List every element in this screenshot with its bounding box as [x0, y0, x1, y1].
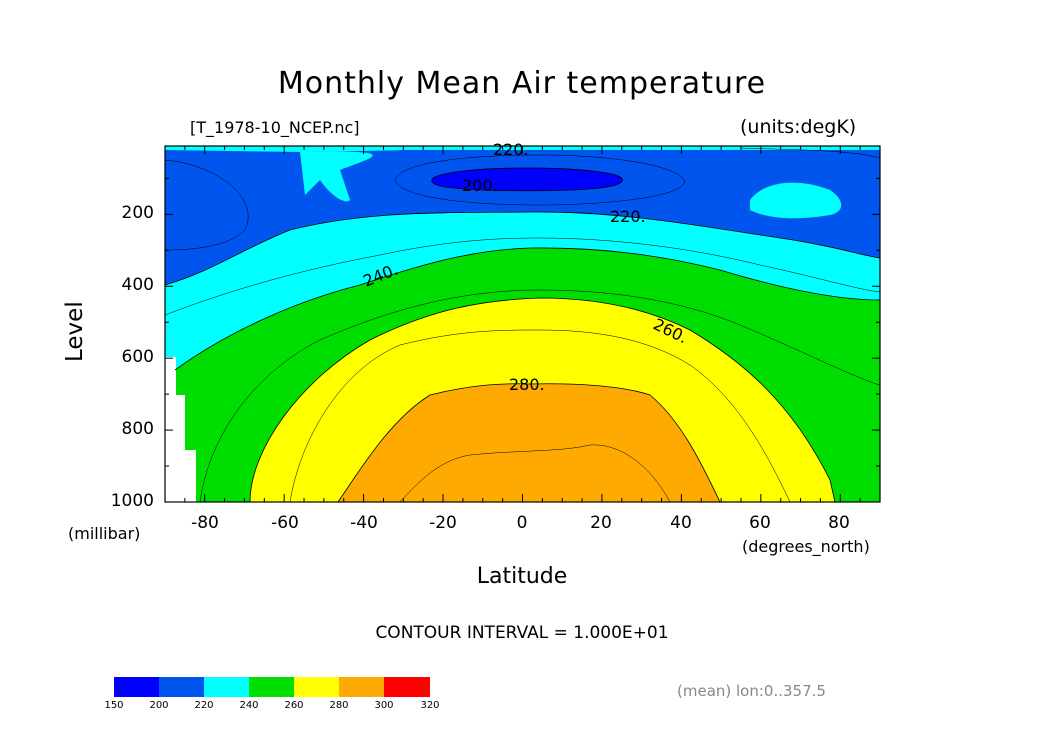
missing-data-2 [176, 395, 185, 502]
file-label: [T_1978-10_NCEP.nc] [190, 118, 360, 137]
contour-line [164, 159, 249, 251]
contour-line [399, 444, 671, 503]
contour-line [164, 237, 881, 316]
colorbar-swatch [159, 677, 204, 697]
x-axis-units: (degrees_north) [742, 537, 870, 556]
y-tick-label: 800 [121, 419, 154, 439]
chart-title: Monthly Mean Air temperature [277, 66, 767, 101]
contour-line [394, 154, 686, 206]
contour-label: 280. [509, 375, 545, 394]
x-tick-label: -80 [191, 513, 219, 533]
x-tick-label: -60 [271, 513, 299, 533]
band-280-300 [338, 383, 720, 502]
x-tick-label: -20 [429, 513, 457, 533]
band-below-200 [431, 167, 623, 191]
colorbar-label: 150 [104, 700, 124, 711]
band-220-240-rightblob [750, 182, 842, 219]
contour-label: 220. [493, 140, 529, 159]
contour-line [199, 289, 881, 503]
contour-line [249, 297, 836, 503]
y-tick-label: 600 [121, 347, 154, 367]
x-tick-label: 60 [749, 513, 771, 533]
missing-data-3 [185, 450, 196, 502]
y-axis-units: (millibar) [68, 524, 141, 543]
band-220-240-topleft [165, 146, 880, 202]
contour-label: 200. [462, 176, 498, 195]
y-tick-label: 400 [121, 275, 154, 295]
contour-line [337, 383, 721, 503]
colorbar-swatch [294, 677, 339, 697]
x-axis-label: Latitude [476, 564, 568, 589]
colorbar-swatch [114, 677, 159, 697]
contour-line [739, 147, 881, 159]
contour-interval-label: CONTOUR INTERVAL = 1.000E+01 [375, 623, 669, 643]
colorbar-swatch [204, 677, 249, 697]
mean-label: (mean) lon:0..357.5 [677, 682, 826, 700]
contour-line [164, 211, 881, 286]
x-tick-label: 80 [828, 513, 850, 533]
colorbar-swatch [384, 677, 430, 697]
colorbar [114, 677, 430, 697]
x-tick-label: -40 [350, 513, 378, 533]
missing-data-1 [165, 357, 176, 502]
x-tick-label: 0 [516, 513, 528, 533]
colorbar-label: 200 [149, 700, 169, 711]
colorbar-label: 300 [374, 700, 394, 711]
contour-label: 220. [610, 207, 646, 226]
x-tick-label: 40 [670, 513, 692, 533]
colorbar-swatch [339, 677, 384, 697]
colorbar-swatch [249, 677, 294, 697]
units-label: (units:degK) [740, 116, 857, 138]
y-axis-label: Level [62, 301, 88, 362]
colorbar-label: 260 [284, 700, 304, 711]
y-tick-label: 200 [121, 203, 154, 223]
colorbar-label: 240 [239, 700, 259, 711]
colorbar-label: 320 [420, 700, 440, 711]
contour-lines [164, 147, 881, 503]
y-tick-label: 1000 [110, 491, 154, 511]
x-tick-label: 20 [590, 513, 612, 533]
colorbar-label: 220 [194, 700, 214, 711]
contour-line [289, 329, 791, 503]
contour-line [174, 247, 881, 371]
contour-line [431, 167, 623, 192]
colorbar-label: 280 [329, 700, 349, 711]
